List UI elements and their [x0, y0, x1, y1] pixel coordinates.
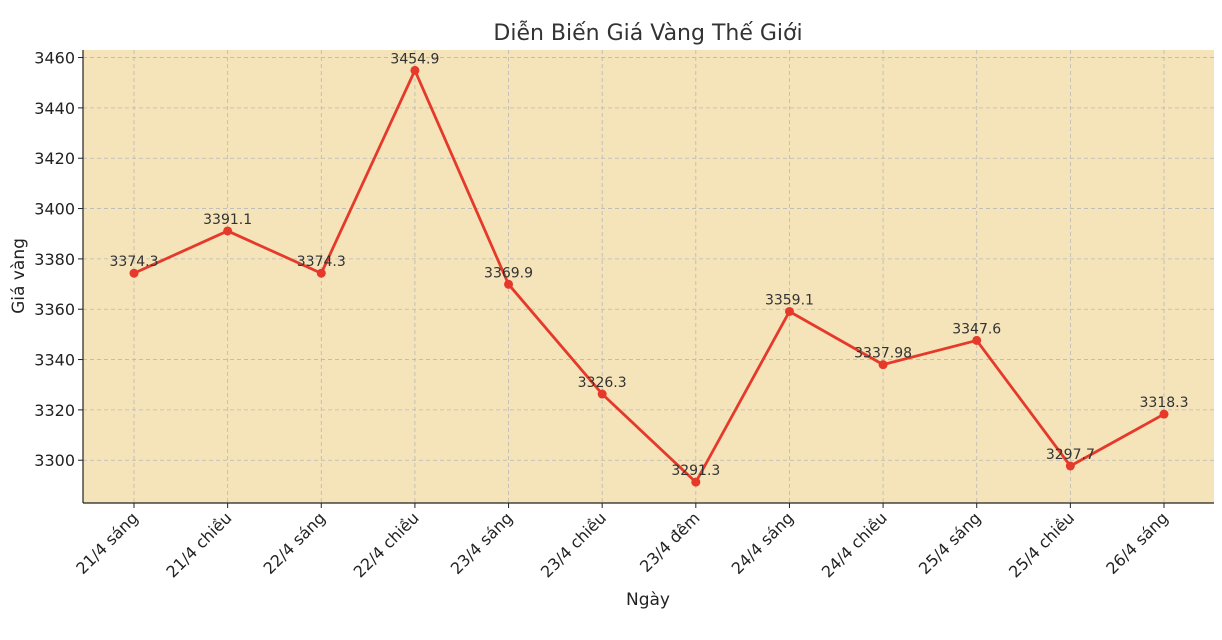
y-axis-ticks: 3300 3320 3340 3360 3380 3400 3420 3440 3460: [34, 49, 83, 470]
x-tick-label: 21/4 sáng: [72, 508, 142, 578]
data-label: 3374.3: [297, 254, 346, 270]
y-tick-label: 3420: [34, 149, 75, 168]
y-tick-label: 3360: [34, 300, 75, 319]
data-label: 3369.9: [484, 265, 533, 281]
data-point: [784, 306, 794, 316]
plot-area: [83, 50, 1214, 503]
data-point: [129, 268, 139, 278]
data-point: [410, 65, 420, 75]
data-point: [223, 226, 233, 236]
data-point: [504, 279, 514, 289]
series: [129, 65, 1169, 487]
y-tick-label: 3320: [34, 401, 75, 420]
y-tick-label: 3300: [34, 451, 75, 470]
data-point: [1159, 409, 1169, 419]
y-tick-label: 3340: [34, 351, 75, 370]
series-line: [133, 68, 1165, 484]
data-label: 3291.3: [671, 463, 720, 479]
chart-title: Diễn Biến Giá Vàng Thế Giới: [493, 20, 802, 46]
y-tick-label: 3380: [34, 250, 75, 269]
data-point: [1065, 461, 1075, 471]
x-tick-label: 21/4 chiều: [162, 508, 235, 581]
data-point: [878, 360, 888, 370]
data-label: 3347.6: [952, 321, 1001, 337]
x-tick-label: 24/4 chiều: [818, 508, 891, 581]
x-tick-label: 22/4 chiều: [350, 508, 423, 581]
data-point: [691, 477, 701, 487]
data-point: [316, 268, 326, 278]
data-label: 3326.3: [578, 375, 627, 391]
x-tick-label: 23/4 đêm: [636, 508, 704, 576]
data-label: 3337.98: [854, 346, 912, 362]
x-tick-label: 25/4 sáng: [915, 508, 985, 578]
axes: [82, 50, 1214, 504]
data-label: 3391.1: [203, 212, 252, 228]
data-label: 3454.9: [390, 51, 439, 67]
x-axis-ticks: 21/4 sáng 21/4 chiều 22/4 sáng 22/4 chiều 23…: [72, 503, 1172, 582]
y-tick-label: 3440: [34, 99, 75, 118]
y-tick-label: 3400: [34, 200, 75, 219]
data-labels: 3374.3 3391.1 3374.3 3454.9 3369.9 3326.3 3291…: [110, 51, 1189, 479]
x-axis-label: Ngày: [626, 590, 670, 610]
data-point: [972, 335, 982, 345]
x-tick-label: 22/4 sáng: [259, 508, 329, 578]
data-label: 3318.3: [1140, 395, 1189, 411]
x-tick-label: 24/4 sáng: [728, 508, 798, 578]
y-tick-label: 3460: [34, 49, 75, 68]
x-tick-label: 23/4 chiều: [537, 508, 610, 581]
data-label: 3297.7: [1046, 447, 1095, 463]
x-tick-label: 23/4 sáng: [447, 508, 517, 578]
x-tick-label: 25/4 chiều: [1005, 508, 1078, 581]
x-tick-label: 26/4 sáng: [1102, 508, 1172, 578]
data-label: 3374.3: [110, 254, 159, 270]
y-axis-label: Giá vàng: [9, 238, 29, 314]
data-point: [597, 389, 607, 399]
data-label: 3359.1: [765, 292, 814, 308]
